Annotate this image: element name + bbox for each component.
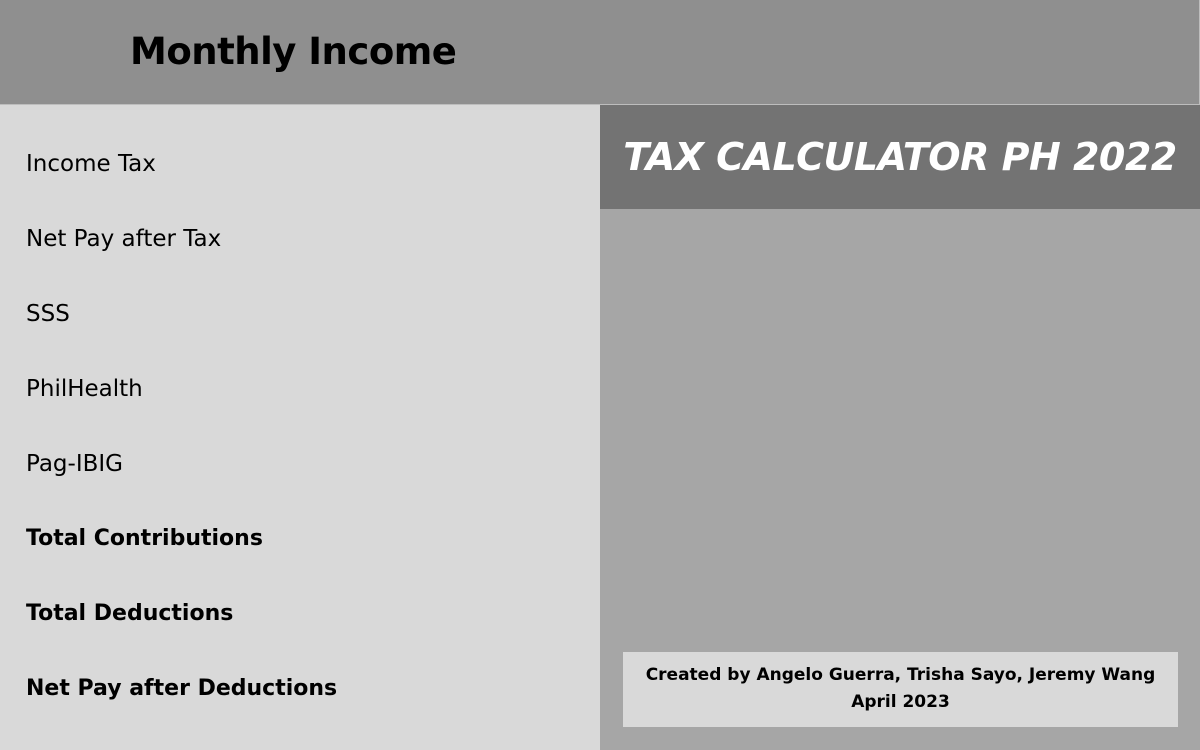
net-pay-after-tax-label: Net Pay after Tax	[26, 226, 222, 252]
total-deductions-label: Total Deductions	[26, 601, 234, 626]
header-bar: Monthly Income	[0, 0, 1200, 105]
credits-date: April 2023	[851, 692, 950, 712]
sss-label: SSS	[26, 301, 70, 327]
results-panel: Income Tax Net Pay after Tax SSS PhilHea…	[0, 105, 600, 750]
page-title: Monthly Income	[130, 30, 457, 73]
credits-box: Created by Angelo Guerra, Trisha Sayo, J…	[623, 652, 1178, 727]
income-tax-label: Income Tax	[26, 151, 156, 177]
app-title: TAX CALCULATOR PH 2022	[623, 135, 1177, 179]
info-panel: TAX CALCULATOR PH 2022 Created by Angelo…	[600, 105, 1200, 750]
total-contributions-label: Total Contributions	[26, 526, 263, 551]
credits-authors: Created by Angelo Guerra, Trisha Sayo, J…	[645, 665, 1156, 685]
app-title-banner: TAX CALCULATOR PH 2022	[600, 105, 1200, 209]
philhealth-label: PhilHealth	[26, 376, 143, 402]
pag-ibig-label: Pag-IBIG	[26, 451, 123, 477]
net-pay-after-deductions-label: Net Pay after Deductions	[26, 676, 338, 701]
